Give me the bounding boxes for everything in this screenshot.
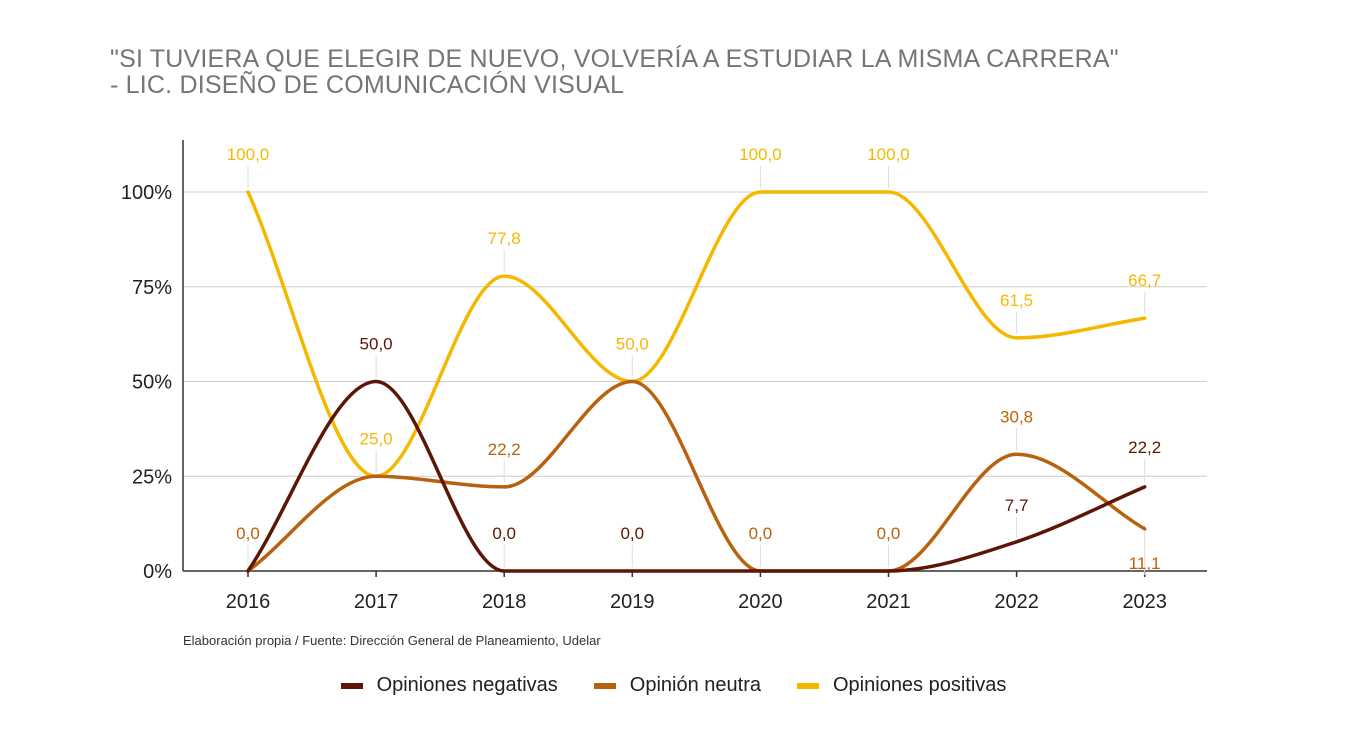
y-tick-label: 50% <box>132 372 172 394</box>
data-label-positivas: 77,8 <box>488 229 521 248</box>
y-tick-label: 75% <box>132 277 172 299</box>
data-label-neutra: 0,0 <box>236 524 260 543</box>
legend-swatch-positivas <box>797 682 819 689</box>
data-label-positivas: 66,7 <box>1128 271 1161 290</box>
x-tick-label: 2023 <box>1122 591 1167 613</box>
y-tick-label: 100% <box>121 182 172 204</box>
chart-title-line-2: - LIC. DISEÑO DE COMUNICACIÓN VISUAL <box>110 71 625 99</box>
data-label-neutra: 0,0 <box>749 524 773 543</box>
data-label-neutra: 30,8 <box>1000 407 1033 426</box>
y-tick-label: 0% <box>143 561 172 583</box>
series-line-negativas <box>246 379 1147 573</box>
x-tick-label: 2022 <box>994 591 1039 613</box>
x-tick-label: 2016 <box>226 591 271 613</box>
legend-item-neutra[interactable]: Opinión neutra <box>593 674 761 697</box>
data-label-negativas: 7,7 <box>1005 496 1029 515</box>
data-label-neutra: 11,1 <box>1129 554 1161 573</box>
label-leaders <box>247 166 1146 575</box>
data-label-negativas: 0,0 <box>492 524 516 543</box>
data-label-positivas: 25,0 <box>360 429 393 448</box>
chart-title: "SI TUVIERA QUE ELEGIR DE NUEVO, VOLVERÍ… <box>110 46 1260 98</box>
data-label-positivas: 50,0 <box>616 335 649 354</box>
data-label-neutra: 0,0 <box>877 524 901 543</box>
legend-item-positivas[interactable]: Opiniones positivas <box>797 674 1006 697</box>
series-line-neutra <box>246 379 1147 573</box>
y-tick-label: 25% <box>132 466 172 488</box>
data-label-negativas: 0,0 <box>620 524 644 543</box>
x-tick-label: 2021 <box>866 591 911 613</box>
chart-legend: Opiniones negativas Opinión neutra Opini… <box>0 674 1347 697</box>
x-tick-label: 2018 <box>482 591 527 613</box>
source-note: Elaboración propia / Fuente: Dirección G… <box>183 633 601 648</box>
data-label-positivas: 100,0 <box>867 145 910 164</box>
legend-item-negativas[interactable]: Opiniones negativas <box>340 674 558 697</box>
legend-swatch-negativas <box>340 682 363 689</box>
legend-label-neutra: Opinión neutra <box>629 674 761 696</box>
x-tick-label: 2020 <box>738 591 783 613</box>
x-tick-label: 2019 <box>610 591 655 613</box>
line-chart: 0% 25% 50% 75% 100% 2016 2017 2018 2019 2020 2021 2… <box>121 140 1207 613</box>
legend-label-negativas: Opiniones negativas <box>376 674 558 696</box>
data-label-positivas: 100,0 <box>739 145 782 164</box>
data-label-negativas: 22,2 <box>1128 438 1161 457</box>
chart-title-line-1: "SI TUVIERA QUE ELEGIR DE NUEVO, VOLVERÍ… <box>110 45 1119 73</box>
legend-label-positivas: Opiniones positivas <box>833 674 1007 696</box>
data-label-neutra: 22,2 <box>488 440 521 459</box>
x-tick-label: 2017 <box>354 591 399 613</box>
axes: 0% 25% 50% 75% 100% 2016 2017 2018 2019 2020 2021 2… <box>121 140 1207 613</box>
data-label-positivas: 100,0 <box>227 145 270 164</box>
data-label-negativas: 50,0 <box>360 335 393 354</box>
legend-swatch-neutra <box>593 682 616 689</box>
series-lines <box>246 190 1147 573</box>
data-labels: 50,0 0,0 0,0 7,7 22,2 0,0 22,2 0,0 0,0 30,8 11,1 10… <box>227 145 1162 573</box>
data-label-positivas: 61,5 <box>1000 291 1033 310</box>
